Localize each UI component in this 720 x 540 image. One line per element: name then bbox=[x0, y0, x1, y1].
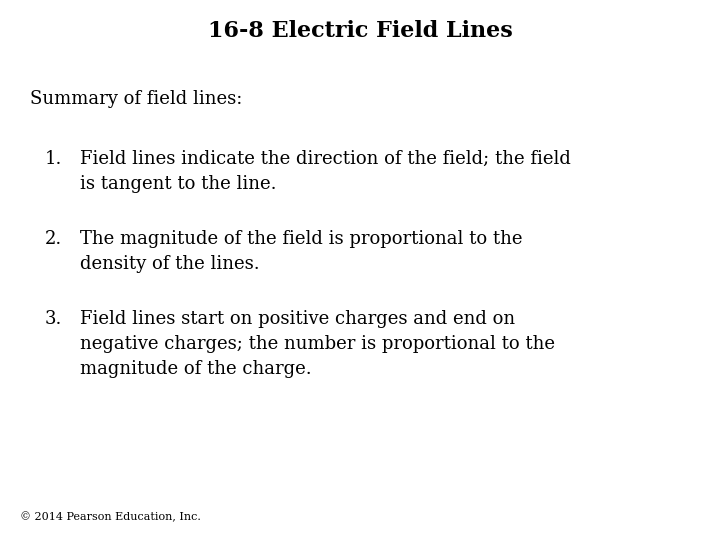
Text: 16-8 Electric Field Lines: 16-8 Electric Field Lines bbox=[207, 20, 513, 42]
Text: The magnitude of the field is proportional to the: The magnitude of the field is proportion… bbox=[80, 230, 523, 248]
Text: negative charges; the number is proportional to the: negative charges; the number is proporti… bbox=[80, 335, 555, 353]
Text: © 2014 Pearson Education, Inc.: © 2014 Pearson Education, Inc. bbox=[20, 511, 201, 522]
Text: Field lines indicate the direction of the field; the field: Field lines indicate the direction of th… bbox=[80, 150, 571, 168]
Text: density of the lines.: density of the lines. bbox=[80, 255, 260, 273]
Text: 3.: 3. bbox=[45, 310, 63, 328]
Text: is tangent to the line.: is tangent to the line. bbox=[80, 175, 276, 193]
Text: magnitude of the charge.: magnitude of the charge. bbox=[80, 360, 312, 378]
Text: Field lines start on positive charges and end on: Field lines start on positive charges an… bbox=[80, 310, 515, 328]
Text: Summary of field lines:: Summary of field lines: bbox=[30, 90, 243, 108]
Text: 2.: 2. bbox=[45, 230, 62, 248]
Text: 1.: 1. bbox=[45, 150, 63, 168]
